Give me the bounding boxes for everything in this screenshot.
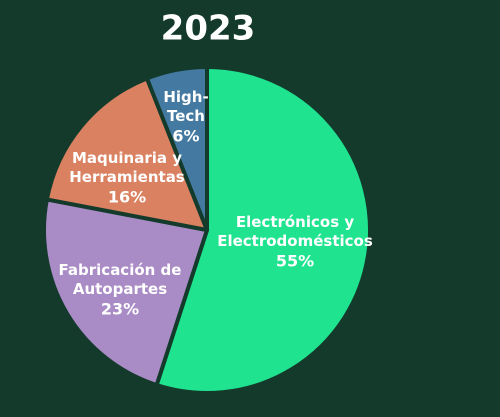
- slice-label-line: Maquinaria y: [72, 149, 182, 167]
- value-label: 23%: [101, 300, 139, 319]
- slice-label: Electrónicos y Electrodomésticos: [217, 213, 373, 250]
- value-label: 6%: [172, 127, 199, 146]
- slice-label: High-Tech: [163, 88, 208, 125]
- pie-slice: [144, 65, 209, 232]
- pie-slice: [154, 65, 372, 395]
- slice-label-line: High-: [163, 88, 208, 106]
- value-label: 55%: [276, 252, 314, 271]
- value-label: 16%: [108, 188, 146, 207]
- slice-label-line: Fabricación de: [59, 261, 182, 279]
- pie-slice: [42, 197, 209, 388]
- slice-label: Fabricación de Autopartes: [59, 261, 182, 298]
- slice-label-line: Autopartes: [73, 280, 167, 298]
- slice-label-line: Tech: [167, 107, 205, 125]
- slice-label-line: Electrónicos y: [236, 213, 354, 231]
- slice-label-line: Electrodomésticos: [217, 232, 373, 250]
- slice-label-line: Herramientas: [69, 168, 185, 186]
- chart-title: 2023: [161, 9, 256, 49]
- slice-label: Maquinaria y Herramientas: [69, 149, 185, 186]
- pie-slice: [44, 76, 209, 232]
